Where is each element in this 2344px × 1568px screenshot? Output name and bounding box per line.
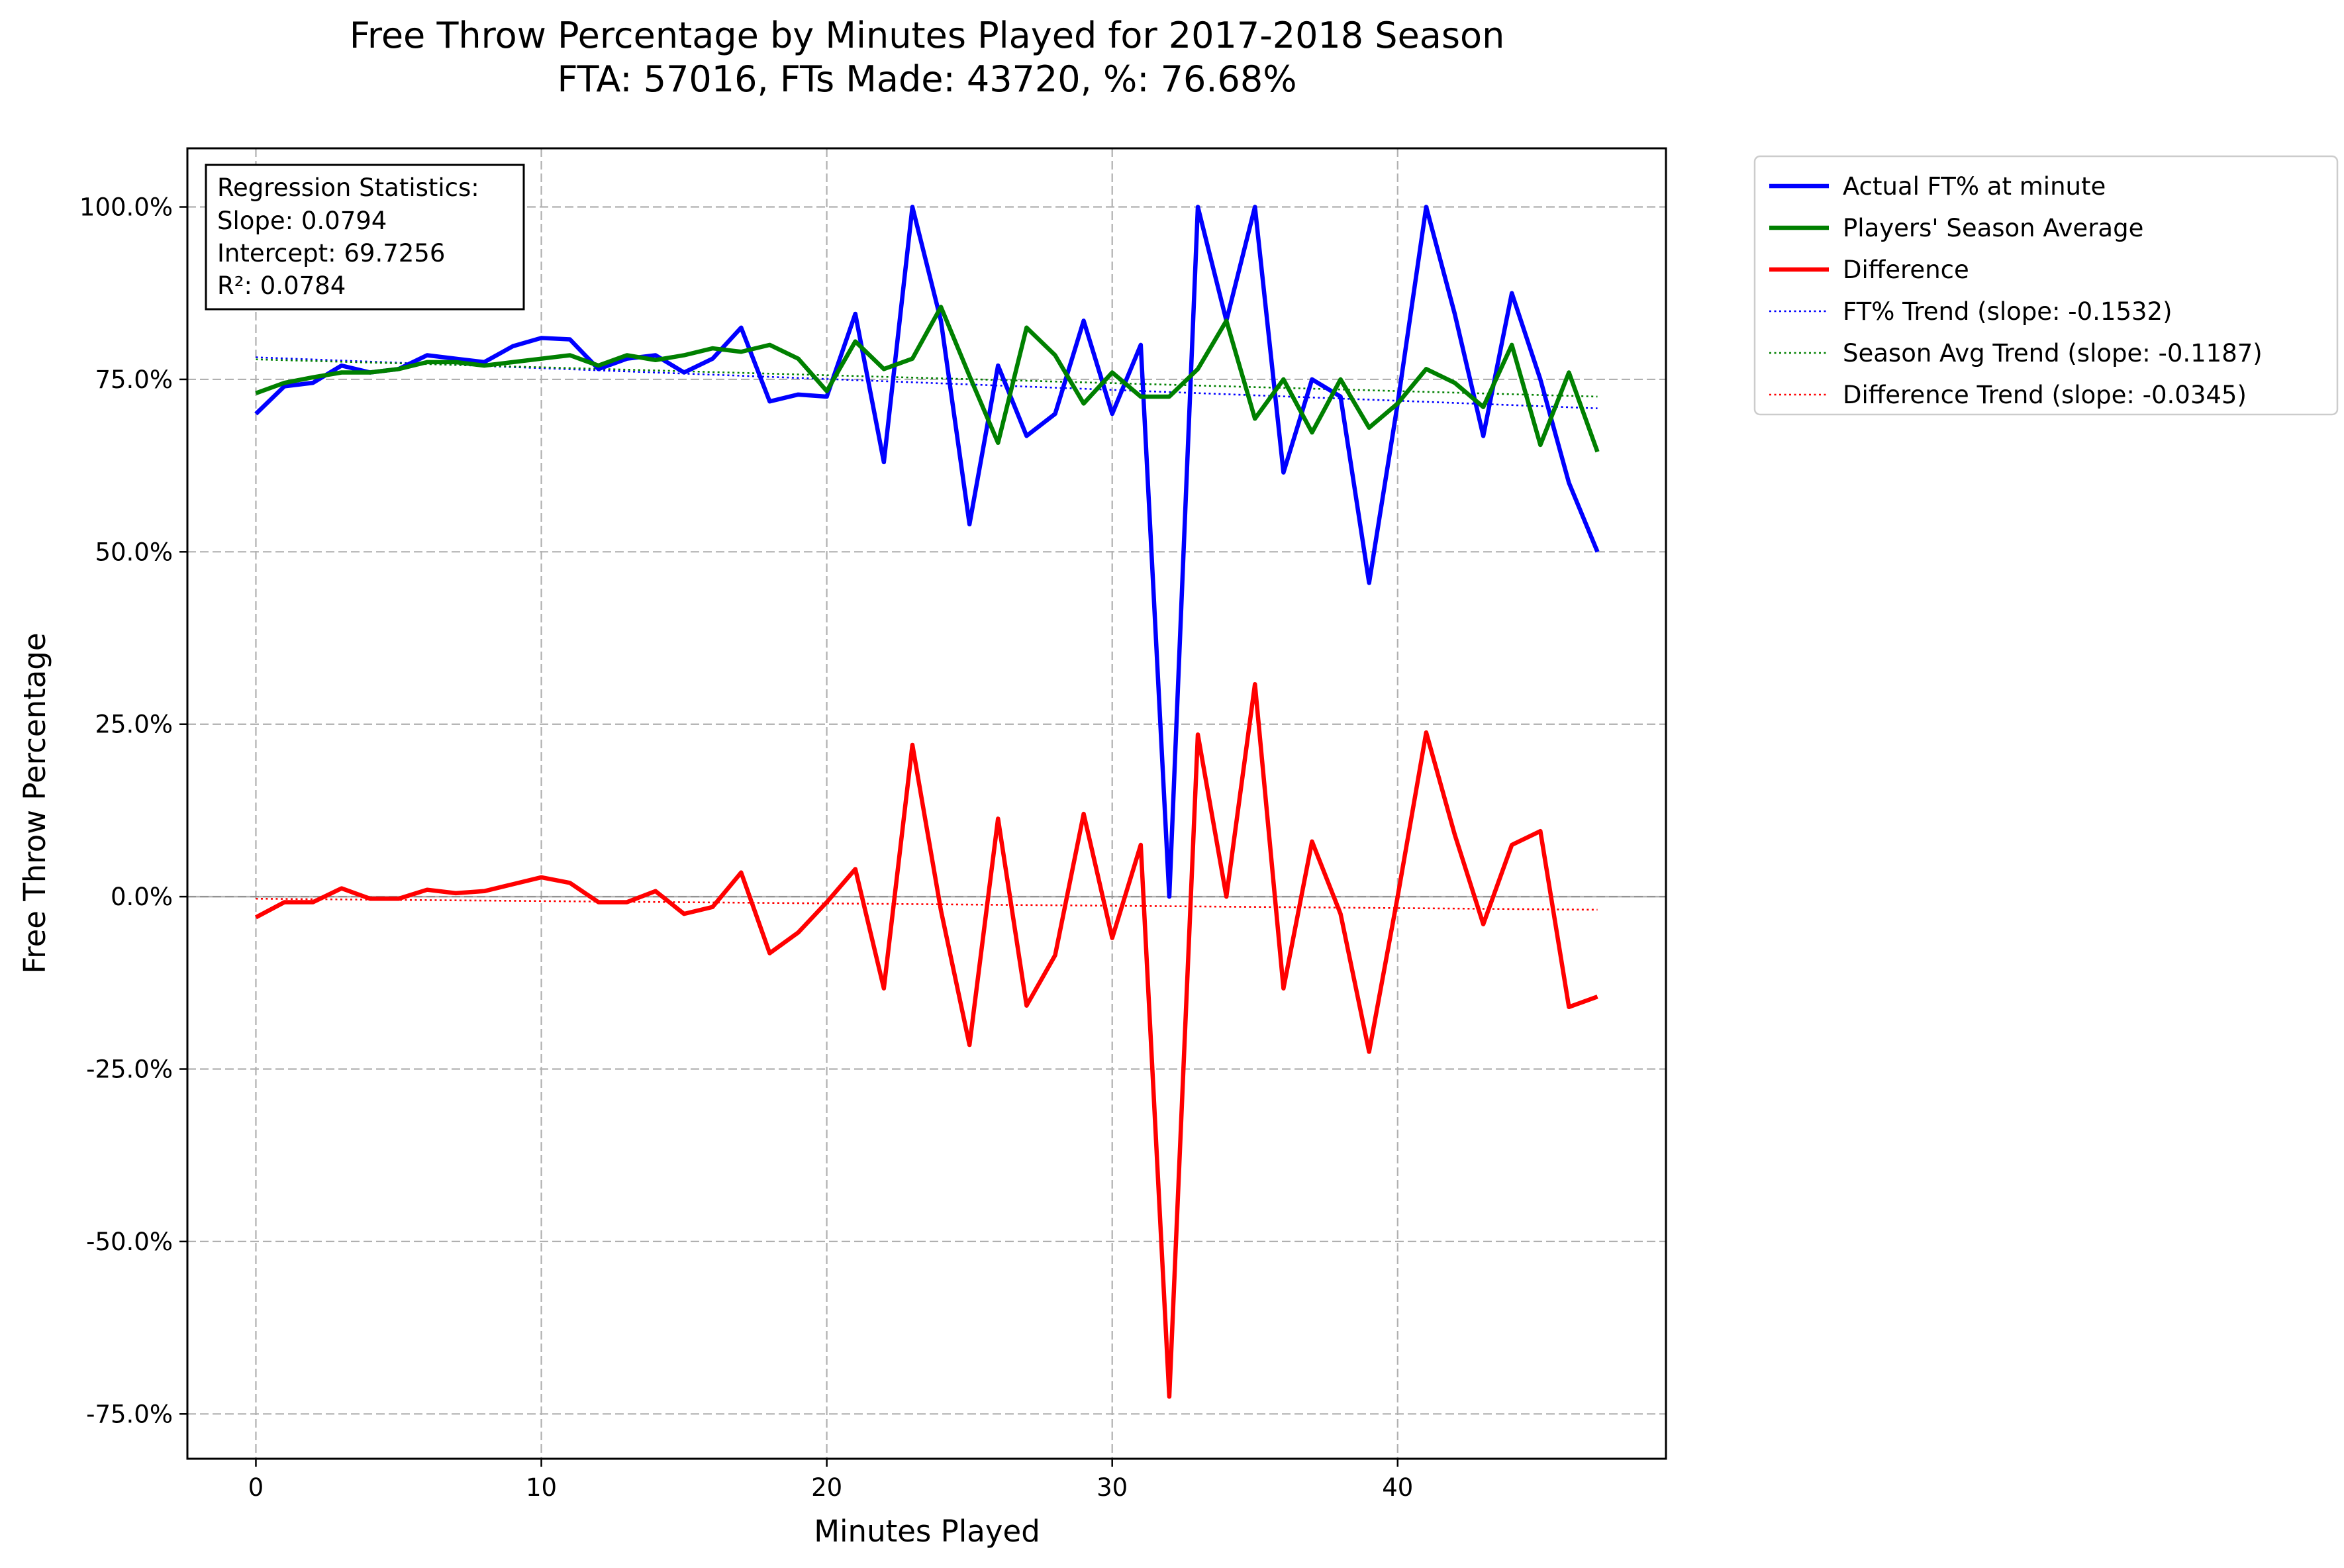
y-tick-label: -75.0% xyxy=(86,1400,173,1428)
x-tick-label: 40 xyxy=(1382,1473,1413,1502)
legend-label: Players' Season Average xyxy=(1843,214,2143,242)
x-axis-ticks: 0 10 20 30 40 xyxy=(248,1459,1413,1502)
stats-intercept: Intercept: 69.7256 xyxy=(217,239,445,268)
y-tick-label: 0.0% xyxy=(111,883,173,911)
series-difference xyxy=(254,682,1598,1399)
legend-label: FT% Trend (slope: -0.1532) xyxy=(1843,297,2173,326)
y-tick-label: 25.0% xyxy=(95,710,173,739)
y-tick-label: 50.0% xyxy=(95,538,173,566)
legend: Actual FT% at minute Players' Season Aver… xyxy=(1753,155,2339,416)
chart-subtitle: FTA: 57016, FTs Made: 43720, %: 76.68% xyxy=(557,58,1296,100)
plot-lines xyxy=(254,205,1600,1399)
x-axis-label: Minutes Played xyxy=(814,1514,1040,1549)
x-tick-label: 30 xyxy=(1097,1473,1128,1502)
y-tick-label: 100.0% xyxy=(79,193,173,222)
chart-title: Free Throw Percentage by Minutes Played … xyxy=(350,15,1505,56)
trend-difference-trend xyxy=(256,897,1598,911)
series-actual-ft-at-minute xyxy=(254,205,1600,899)
regression-stats-box: Regression Statistics: Slope: 0.0794 Int… xyxy=(205,164,525,311)
y-axis-ticks: -75.0% -50.0% -25.0% 0.0% 25.0% 50.0% 75.0% 100… xyxy=(79,193,187,1428)
stats-slope: Slope: 0.0794 xyxy=(217,207,387,235)
x-tick-label: 0 xyxy=(248,1473,264,1502)
x-tick-label: 20 xyxy=(811,1473,842,1502)
stats-r2: R²: 0.0784 xyxy=(217,271,346,300)
legend-label: Season Avg Trend (slope: -0.1187) xyxy=(1843,339,2263,368)
plot-frame xyxy=(186,147,1667,1460)
y-axis-label: Free Throw Percentage xyxy=(17,632,52,973)
legend-label: Difference Trend (slope: -0.0345) xyxy=(1843,381,2247,409)
y-tick-label: -25.0% xyxy=(86,1055,173,1084)
series-players-season-average xyxy=(255,305,1600,453)
legend-label: Actual FT% at minute xyxy=(1843,172,2106,201)
legend-label: Difference xyxy=(1843,256,1969,284)
stats-heading: Regression Statistics: xyxy=(217,173,479,202)
x-tick-label: 10 xyxy=(526,1473,557,1502)
y-tick-label: -50.0% xyxy=(86,1228,173,1256)
y-tick-label: 75.0% xyxy=(95,366,173,394)
